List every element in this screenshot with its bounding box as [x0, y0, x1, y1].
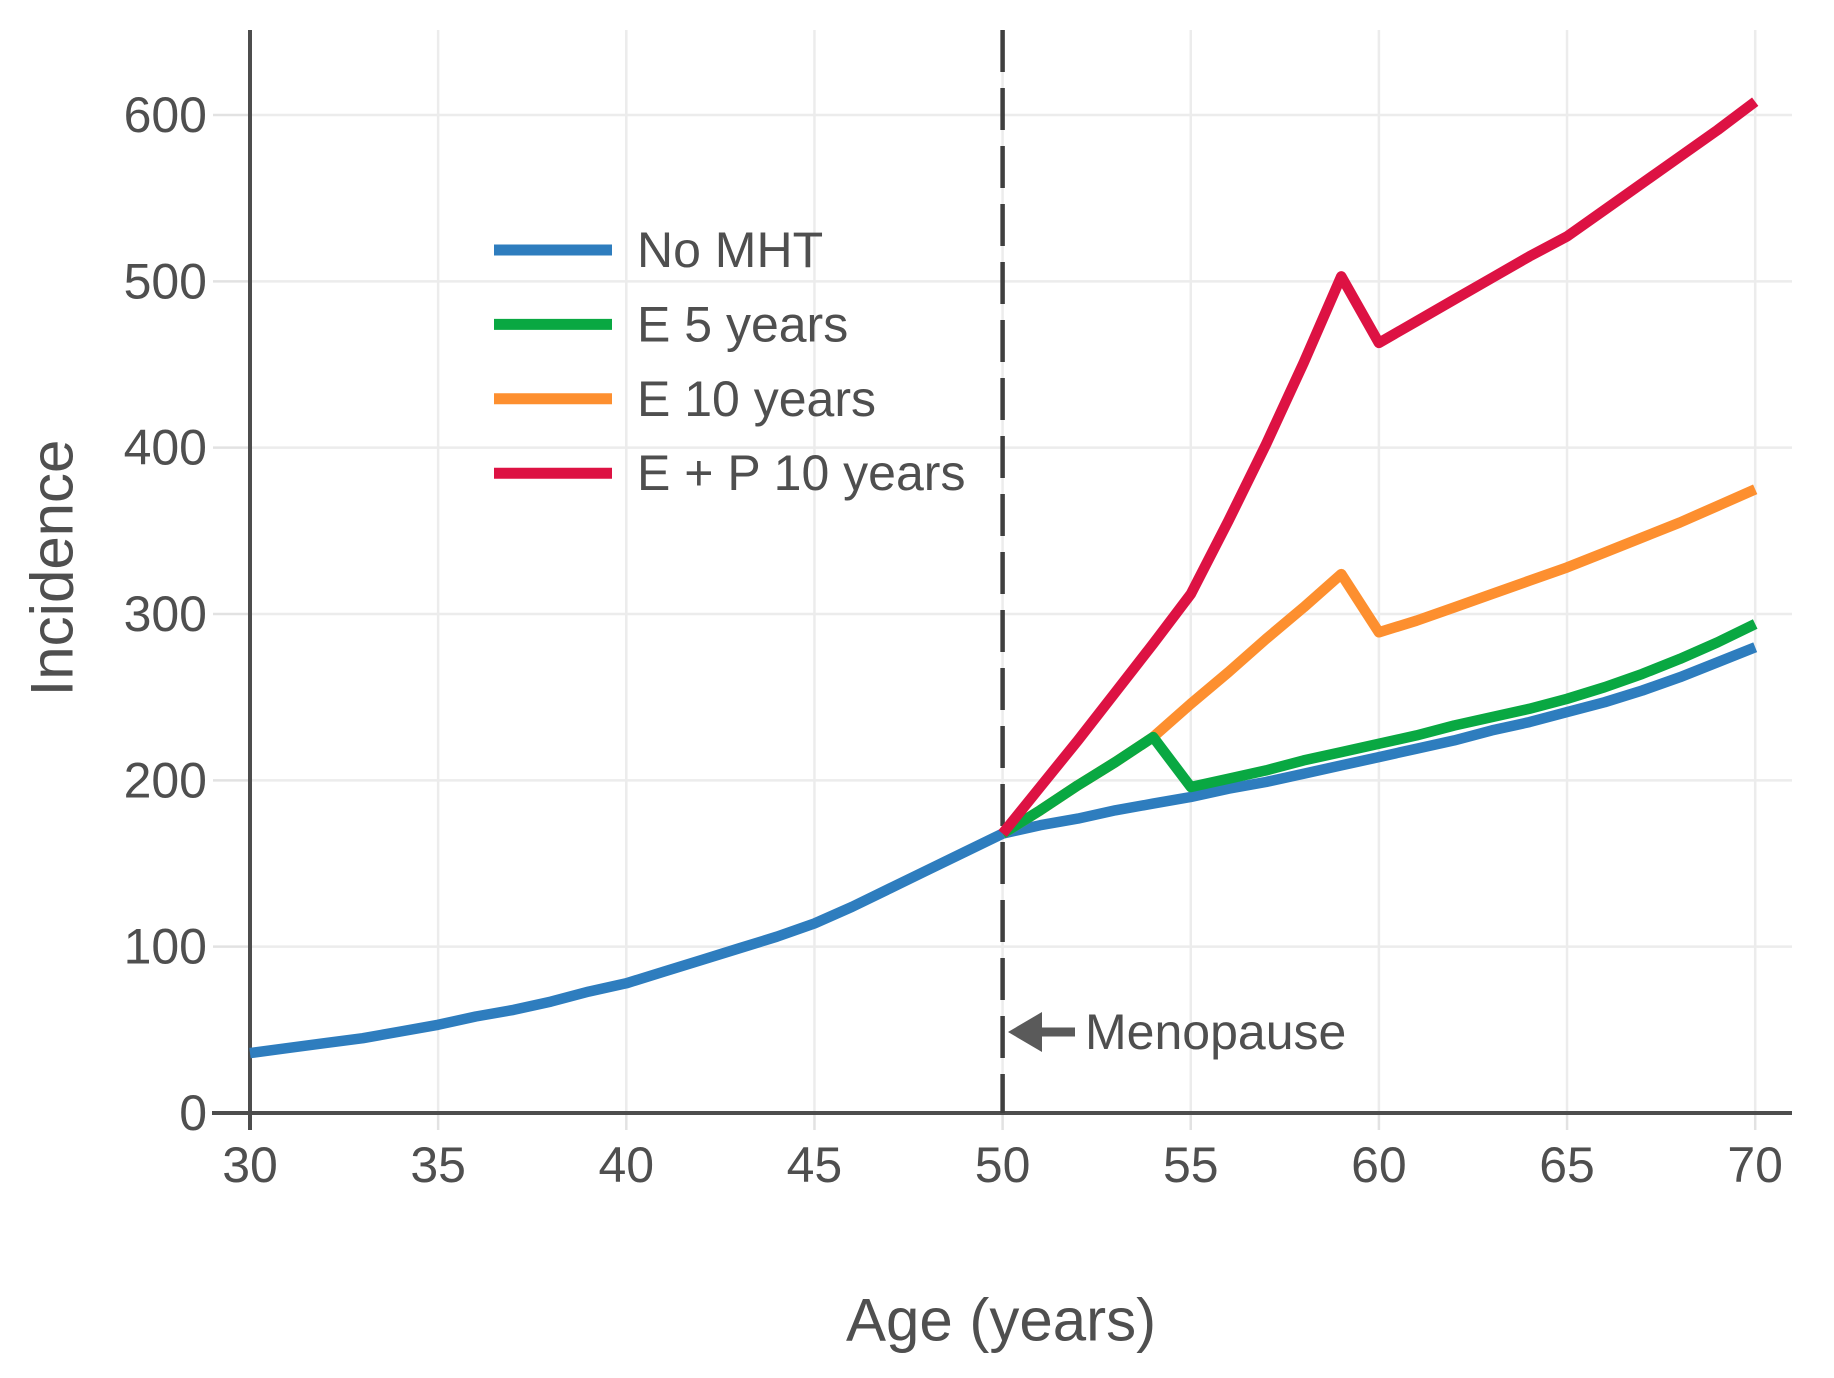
menopause-annotation-label: Menopause	[1085, 1004, 1346, 1060]
y-tick-label: 0	[179, 1085, 207, 1141]
legend-item: E + P 10 years	[494, 445, 965, 501]
gridlines	[250, 30, 1792, 1113]
legend-label: E 5 years	[637, 296, 848, 352]
y-tick-label: 200	[124, 752, 207, 808]
y-tick-label: 500	[124, 253, 207, 309]
legend-item: E 10 years	[494, 371, 876, 427]
legend-item: No MHT	[494, 222, 823, 278]
x-tick-label: 50	[975, 1137, 1031, 1193]
x-tick-label: 65	[1539, 1137, 1595, 1193]
legend: No MHT E 5 years E 10 years E + P 10 years	[494, 222, 965, 501]
x-tick-label: 55	[1163, 1137, 1219, 1193]
left-arrow-icon	[1008, 1012, 1075, 1052]
y-tick-label: 600	[124, 87, 207, 143]
x-tick-label: 35	[410, 1137, 466, 1193]
menopause-annotation: Menopause	[1008, 1004, 1346, 1060]
y-tick-label: 100	[124, 919, 207, 975]
x-tick-label: 45	[787, 1137, 843, 1193]
series-line-e-p-10-years	[998, 97, 1759, 837]
x-tick-label: 30	[222, 1137, 278, 1193]
x-tick-labels: 30 35 40 45 50 55 60 65 70	[222, 1137, 1783, 1193]
y-tick-label: 400	[124, 420, 207, 476]
data-series-lines	[249, 97, 1759, 1059]
x-tick-label: 70	[1727, 1137, 1783, 1193]
x-tick-label: 60	[1351, 1137, 1407, 1193]
y-tick-label: 300	[124, 586, 207, 642]
legend-label: No MHT	[637, 222, 823, 278]
legend-label: E + P 10 years	[637, 445, 965, 501]
series-line-e-5-years	[999, 619, 1758, 839]
x-axis-title: Age (years)	[846, 1287, 1156, 1354]
legend-label: E 10 years	[637, 371, 876, 427]
x-tick-label: 40	[598, 1137, 654, 1193]
y-axis-title: Incidence	[19, 440, 86, 697]
y-tick-labels: 0 100 200 300 400 500 600	[124, 87, 207, 1141]
legend-item: E 5 years	[494, 296, 848, 352]
axis-ticks	[213, 113, 1757, 1130]
